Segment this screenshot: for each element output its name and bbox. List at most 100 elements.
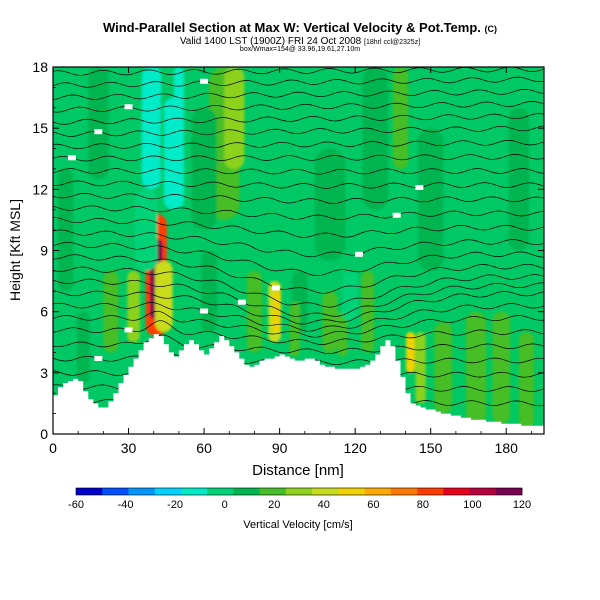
isentrope-18 [53,168,544,175]
isentrope-4 [53,334,544,354]
terrain-mask [53,334,544,434]
isentrope-label-21 [94,129,103,135]
colorbar-tick-label: 80 [417,499,429,511]
colorbar-label: Vertical Velocity [cm/s] [243,519,352,531]
velocity-cell-16 [337,311,348,357]
isentrope-16 [53,192,544,204]
colorbar-tick-label: 120 [513,499,531,511]
chart-subtitle: box/Wmax=154@ 33.96,19.61,27.10m [239,46,361,53]
velocity-cell-4 [141,67,161,190]
velocity-cell-19 [392,67,409,169]
isentrope-21 [53,125,544,137]
y-tick-label: 6 [40,304,48,320]
colorbar-frame [75,487,523,496]
x-tick-label: 0 [49,440,57,456]
colorbar-swatch-11 [364,488,392,495]
velocity-cell-28 [103,270,119,353]
y-tick-label: 9 [40,243,48,259]
colorbar-swatch-3 [154,488,182,495]
y-tick-label: 18 [32,59,48,75]
y-tick-label: 12 [32,181,48,197]
velocity-cell-29 [127,270,140,343]
velocity-cell-18 [362,67,388,210]
isentrope-11 [53,254,544,294]
y-tick-label: 15 [32,120,48,136]
velocity-cell-20 [406,332,416,373]
x-tick-label: 120 [343,440,367,456]
isentrope-label-7 [200,308,209,314]
isentrope-19 [53,154,544,162]
isentrope-22 [53,113,544,125]
isentrope-9 [53,278,544,317]
velocity-cell-14 [289,301,300,357]
velocity-cell-33 [361,270,375,353]
colorbar-swatch-4 [180,488,208,495]
chart-title: Wind-Parallel Section at Max W: Vertical… [102,20,498,35]
velocity-cell-32 [246,270,262,353]
colorbar-swatch-7 [259,488,287,495]
velocity-cell-27 [58,168,74,292]
isentrope-label-15 [392,212,401,218]
x-tick-label: 180 [495,440,519,456]
isentrope-5 [53,320,544,345]
colorbar-tick-label: 100 [463,499,481,511]
isentrope-label-23 [124,104,133,110]
colorbar-swatch-2 [128,488,156,495]
colorbar-swatch-16 [495,488,523,495]
isentrope-10 [53,266,544,308]
x-tick-label: 150 [419,440,443,456]
isentrope-23 [53,101,544,113]
x-tick-label: 30 [121,440,137,456]
colorbar-swatch-8 [285,488,313,495]
isentrope-6 [53,310,544,338]
isentrope-12 [53,241,544,277]
isentrope-15 [53,205,544,221]
velocity-cell-12 [273,291,281,333]
colorbar-swatch-5 [207,488,234,495]
velocity-cell-2 [154,260,173,333]
x-axis-label: Distance [nm] [252,462,344,479]
isentrope-13 [53,229,544,258]
velocity-cell-5 [134,189,158,271]
isentrope-label-13 [354,251,363,257]
colorbar-swatch-14 [443,488,470,495]
x-tick-label: 90 [272,440,288,456]
isentrope-17 [53,180,544,189]
isentrope-8 [53,290,544,325]
velocity-cell-21 [415,332,426,404]
isentrope-label-17 [415,185,424,191]
isentrope-24 [53,88,544,101]
isentrope-14 [53,217,544,238]
colorbar-tick-label: -40 [118,499,134,511]
colorbar-tick-label: -60 [68,499,84,511]
colorbar-swatch-6 [233,488,260,495]
colorbar-swatch-1 [102,488,129,495]
colorbar [75,487,523,496]
colorbar-tick-label: 60 [367,499,379,511]
isentrope-25 [53,76,544,88]
y-tick-label: 3 [40,365,48,381]
isentrope-label-25 [200,78,209,84]
velocity-cell-30 [76,311,90,384]
velocity-cell-22 [434,321,453,414]
isentrope-label-3 [94,355,103,361]
x-tick-label: 60 [196,440,212,456]
velocity-cell-17 [342,270,358,322]
velocity-cell-26 [88,67,109,180]
velocity-cell-24 [492,311,511,424]
colorbar-swatch-12 [390,488,418,495]
colorbar-tick-label: -20 [167,499,183,511]
velocity-cell-9 [224,67,245,169]
y-axis-label: Height [Kft MSL] [7,199,23,301]
isentrope-7 [53,302,544,332]
velocity-cell-36 [508,107,529,251]
velocity-cell-35 [418,128,444,271]
velocity-cell-23 [465,311,487,424]
colorbar-tick-label: 40 [318,499,330,511]
y-tick-label: 0 [40,426,48,442]
plot-area [53,67,544,434]
colorbar-tick-label: 0 [222,499,228,511]
colorbar-tick-label: 20 [268,499,280,511]
isentrope-label-19 [67,155,76,161]
